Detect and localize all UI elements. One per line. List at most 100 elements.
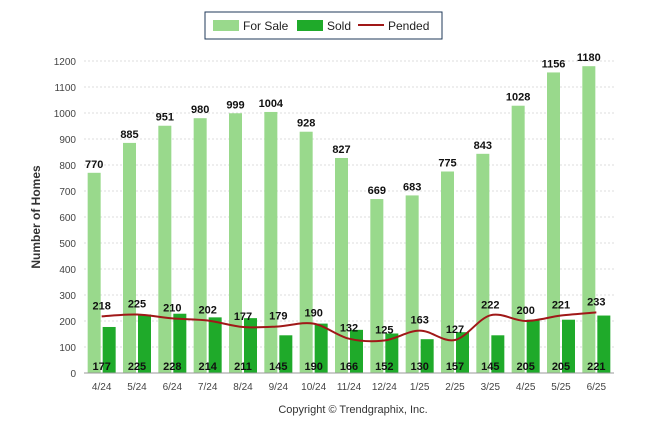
bar-sold-10-24: [314, 323, 328, 373]
bar-sold-8-24: [244, 318, 257, 373]
bar-sold-6-24: [173, 313, 187, 373]
bar-for-sale-9-24: [264, 111, 278, 374]
y-tick-100: 100: [59, 343, 76, 354]
x-tick-12-24: 12/24: [372, 382, 397, 393]
label-pended-7-24: 202: [198, 304, 216, 316]
bar-sold-3-25: [491, 335, 505, 373]
bar-sold-4-24: [102, 326, 116, 373]
y-tick-0: 0: [70, 369, 76, 380]
y-tick-900: 900: [59, 135, 76, 146]
bar-sold-7-24: [208, 317, 222, 373]
x-axis-ticks: 4/24 5/24 6/24 7/24 8/24 9/24 10/24 11/24 12/24 1…: [92, 382, 607, 393]
label-sold-8-24: 211: [234, 361, 252, 373]
label-pended-3-25: 222: [481, 299, 499, 311]
legend-swatch-sold: [297, 20, 323, 31]
x-tick-5-24: 5/24: [127, 382, 147, 393]
label-for-sale-8-24: 999: [226, 99, 244, 111]
bar-sold-5-24: [138, 314, 151, 373]
gridlines: [84, 60, 614, 348]
label-pended-4-24: 218: [92, 300, 110, 312]
legend-label-for-sale: For Sale: [243, 19, 289, 33]
label-for-sale-1-25: 683: [403, 181, 421, 193]
bar-for-sale-10-24: [299, 131, 313, 373]
label-pended-4-25: 200: [516, 305, 534, 317]
bar-for-sale-7-24: [193, 118, 207, 373]
x-tick-9-24: 9/24: [269, 382, 289, 393]
label-pended-5-25: 221: [552, 300, 570, 312]
bar-sold-5-25: [562, 319, 575, 373]
label-pended-8-24: 177: [234, 311, 252, 323]
label-pended-12-24: 125: [375, 325, 393, 337]
y-tick-600: 600: [59, 213, 76, 224]
bar-sold-1-25: [420, 339, 434, 373]
label-for-sale-5-24: 885: [120, 129, 138, 141]
bar-for-sale-1-25: [405, 195, 419, 373]
x-tick-4-24: 4/24: [92, 382, 112, 393]
x-tick-7-24: 7/24: [198, 382, 218, 393]
label-pended-11-24: 132: [340, 323, 358, 335]
data-labels: 770 177 885 225 951 228 980 214 999 211 1004 145 928…: [85, 52, 606, 373]
label-sold-1-25: 130: [410, 361, 428, 373]
bar-for-sale-4-24: [87, 172, 101, 373]
label-pended-9-24: 179: [269, 310, 287, 322]
x-tick-5-25: 5/25: [551, 382, 571, 393]
legend-swatch-for-sale: [213, 20, 239, 31]
label-for-sale-6-25: 1180: [577, 52, 601, 64]
y-tick-1000: 1000: [54, 109, 77, 120]
label-sold-10-24: 190: [304, 361, 322, 373]
label-pended-10-24: 190: [304, 308, 322, 320]
bar-sold-4-25: [526, 319, 540, 373]
bar-for-sale-12-24: [370, 199, 384, 373]
x-tick-8-24: 8/24: [233, 382, 253, 393]
label-for-sale-10-24: 928: [297, 118, 315, 130]
legend-label-pended: Pended: [388, 19, 429, 33]
pended-line: [101, 311, 597, 343]
y-tick-800: 800: [59, 161, 76, 172]
label-sold-4-24: 177: [92, 361, 110, 373]
y-tick-500: 500: [59, 239, 76, 250]
label-for-sale-12-24: 669: [368, 185, 386, 197]
y-tick-1200: 1200: [54, 57, 77, 68]
label-sold-3-25: 145: [481, 361, 499, 373]
label-for-sale-2-25: 775: [438, 158, 456, 170]
y-tick-200: 200: [59, 317, 76, 328]
label-sold-5-25: 205: [552, 361, 570, 373]
bar-sold-2-25: [456, 332, 469, 373]
label-pended-2-25: 127: [446, 324, 464, 336]
label-sold-5-24: 225: [128, 361, 146, 373]
bar-for-sale-8-24: [229, 113, 242, 373]
label-sold-6-25: 221: [587, 361, 605, 373]
bar-sold-9-24: [279, 335, 293, 373]
bar-sold-12-24: [385, 333, 399, 373]
copyright-text: Copyright © Trendgraphix, Inc.: [278, 404, 427, 416]
label-for-sale-9-24: 1004: [259, 98, 284, 110]
x-tick-2-25: 2/25: [445, 382, 465, 393]
bar-for-sale-3-25: [476, 153, 490, 373]
y-tick-300: 300: [59, 291, 76, 302]
label-pended-6-24: 210: [163, 302, 181, 314]
bar-for-sale-11-24: [335, 157, 348, 373]
bar-for-sale-6-24: [158, 125, 172, 374]
label-sold-12-24: 152: [375, 361, 393, 373]
bar-for-sale-4-25: [511, 105, 525, 373]
y-tick-1100: 1100: [54, 83, 76, 94]
label-for-sale-6-24: 951: [156, 112, 174, 124]
bar-sold-6-25: [597, 315, 611, 373]
bar-for-sale-5-25: [547, 72, 560, 373]
legend-box: [204, 11, 443, 40]
label-for-sale-7-24: 980: [191, 104, 209, 116]
label-for-sale-5-25: 1156: [542, 58, 566, 70]
label-sold-7-24: 214: [198, 361, 217, 373]
label-sold-6-24: 228: [163, 361, 181, 373]
legend: For Sale Sold Pended: [204, 11, 443, 40]
x-tick-6-24: 6/24: [163, 382, 183, 393]
label-sold-4-25: 205: [516, 361, 534, 373]
y-axis-label: Number of Homes: [29, 165, 43, 269]
x-tick-1-25: 1/25: [410, 382, 430, 393]
x-tick-6-25: 6/25: [587, 382, 607, 393]
bar-for-sale-5-24: [123, 142, 136, 373]
label-for-sale-4-25: 1028: [506, 92, 530, 104]
x-tick-4-25: 4/25: [516, 382, 536, 393]
label-pended-6-25: 233: [587, 296, 605, 308]
